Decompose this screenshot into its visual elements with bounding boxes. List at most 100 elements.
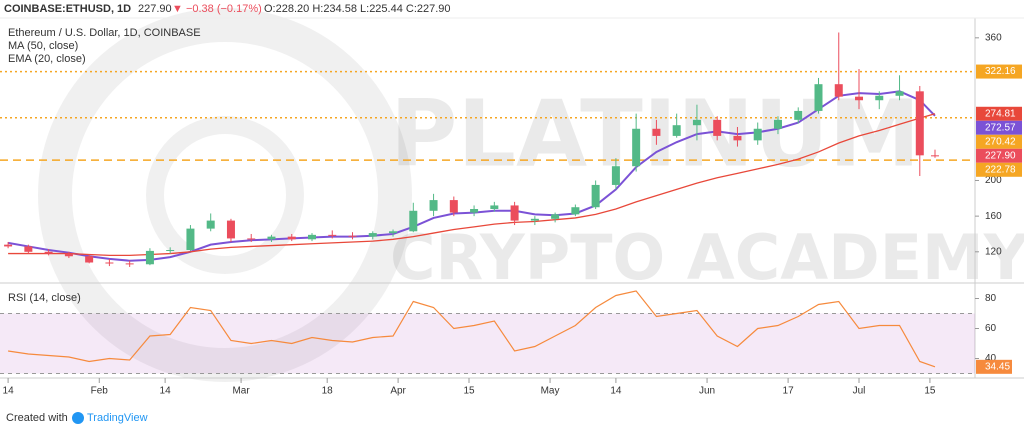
x-tick-label: 14 [160,386,172,397]
candle-body [591,184,600,208]
candle-body [4,244,13,247]
candle-body [145,250,154,265]
rsi-band [0,313,975,374]
symbol: COINBASE:ETHUSD, 1D [4,3,131,15]
candle-body [530,218,539,221]
rsi-line [8,290,936,368]
candle-body [551,214,560,219]
candle-body [368,233,377,237]
candle-body [895,91,904,96]
price-tag-label: 272.57 [985,122,1016,133]
x-tick-label: 17 [783,386,795,397]
price-tag [976,162,1022,177]
price-tag-label: 227.90 [985,150,1016,161]
price-tag-label: 274.81 [985,108,1016,119]
rsi-title: RSI (14, close) [8,292,81,304]
price-tag [976,120,1022,135]
candle-body [247,238,256,240]
candle-body [470,209,479,213]
y-tick-label: 80 [985,293,997,304]
y-tick-label: 200 [985,175,1002,186]
brand[interactable]: TradingView [87,412,148,424]
candle-body [206,220,215,229]
y-tick-label: 120 [985,246,1002,257]
candle-body [64,253,73,257]
x-tick-label: 15 [924,386,936,397]
candle-body [753,128,762,141]
candle-body [226,220,235,239]
candle-body [571,207,580,215]
watermark-logo [38,8,412,382]
candle-body [328,234,337,236]
candle-body [24,246,33,252]
candle-body [652,128,661,136]
candle-body [855,96,864,101]
x-tick-label: Jul [853,386,866,397]
candle-body [794,110,803,120]
price-tag [976,106,1022,121]
watermark: PLATINUM CRYPTO ACADEMY [38,8,1024,382]
y-tick-label: 160 [985,211,1002,222]
x-tick-label: 18 [322,386,334,397]
candle-body [875,95,884,101]
last-price: 227.90 [138,3,172,15]
price-tag [976,64,1022,79]
legend-entry: EMA (20, close) [8,53,86,65]
candle-body [834,84,843,97]
legend-entry: MA (50, close) [8,40,78,52]
candle-body [510,205,519,221]
chart-title: Ethereum / U.S. Dollar, 1D, COINBASE [8,27,201,39]
price-tag [976,134,1022,149]
x-tick-label: Apr [390,386,406,397]
ohlc: O:228.20 H:234.58 L:225.44 C:227.90 [264,3,451,15]
candle-body [915,91,924,156]
price-tag [976,148,1022,163]
candle-body [490,205,499,210]
candle-body [267,236,276,240]
price-tag-label: 322.16 [985,66,1016,77]
candle-body [692,119,701,126]
candle-body [186,228,195,251]
rsi-tag-label: 34.45 [985,361,1010,372]
x-tick-label: Feb [91,386,109,397]
candle-body [672,125,681,136]
candle-body [449,200,458,213]
candle-body [713,119,722,136]
x-tick-label: 14 [3,386,15,397]
candle-body [105,262,114,264]
candle-body [632,128,641,167]
candle-body [348,235,357,237]
footer-text: Created with [6,412,68,424]
candle-body [814,84,823,111]
candle-body [733,135,742,141]
candle-body [429,200,438,211]
x-tick-label: May [541,386,560,397]
watermark-logo [146,116,304,274]
candle-body [409,210,418,232]
indicator-line [8,113,936,257]
watermark-text: CRYPTO ACADEMY [390,221,1024,294]
x-tick-label: 14 [610,386,622,397]
price-tag-label: 270.42 [985,136,1016,147]
x-tick-label: Jun [699,386,715,397]
price-change: ▼ −0.38 (−0.17%) [172,3,262,15]
y-tick-label: 360 [985,32,1002,43]
candle-body [773,119,782,129]
rsi-tag [976,359,1012,374]
x-tick-label: 15 [463,386,475,397]
y-tick-label: 60 [985,323,997,334]
x-tick-label: Mar [232,386,250,397]
candle-body [611,166,620,185]
candle-body [166,250,175,252]
brand-icon [72,412,84,424]
y-tick-label: 40 [985,353,997,364]
price-tag-label: 222.78 [985,164,1016,175]
candle-body [85,256,94,263]
candle-body [930,155,939,157]
candle-body [287,236,296,240]
candle-body [125,263,134,265]
candle-body [308,234,316,240]
candle-body [389,231,398,234]
